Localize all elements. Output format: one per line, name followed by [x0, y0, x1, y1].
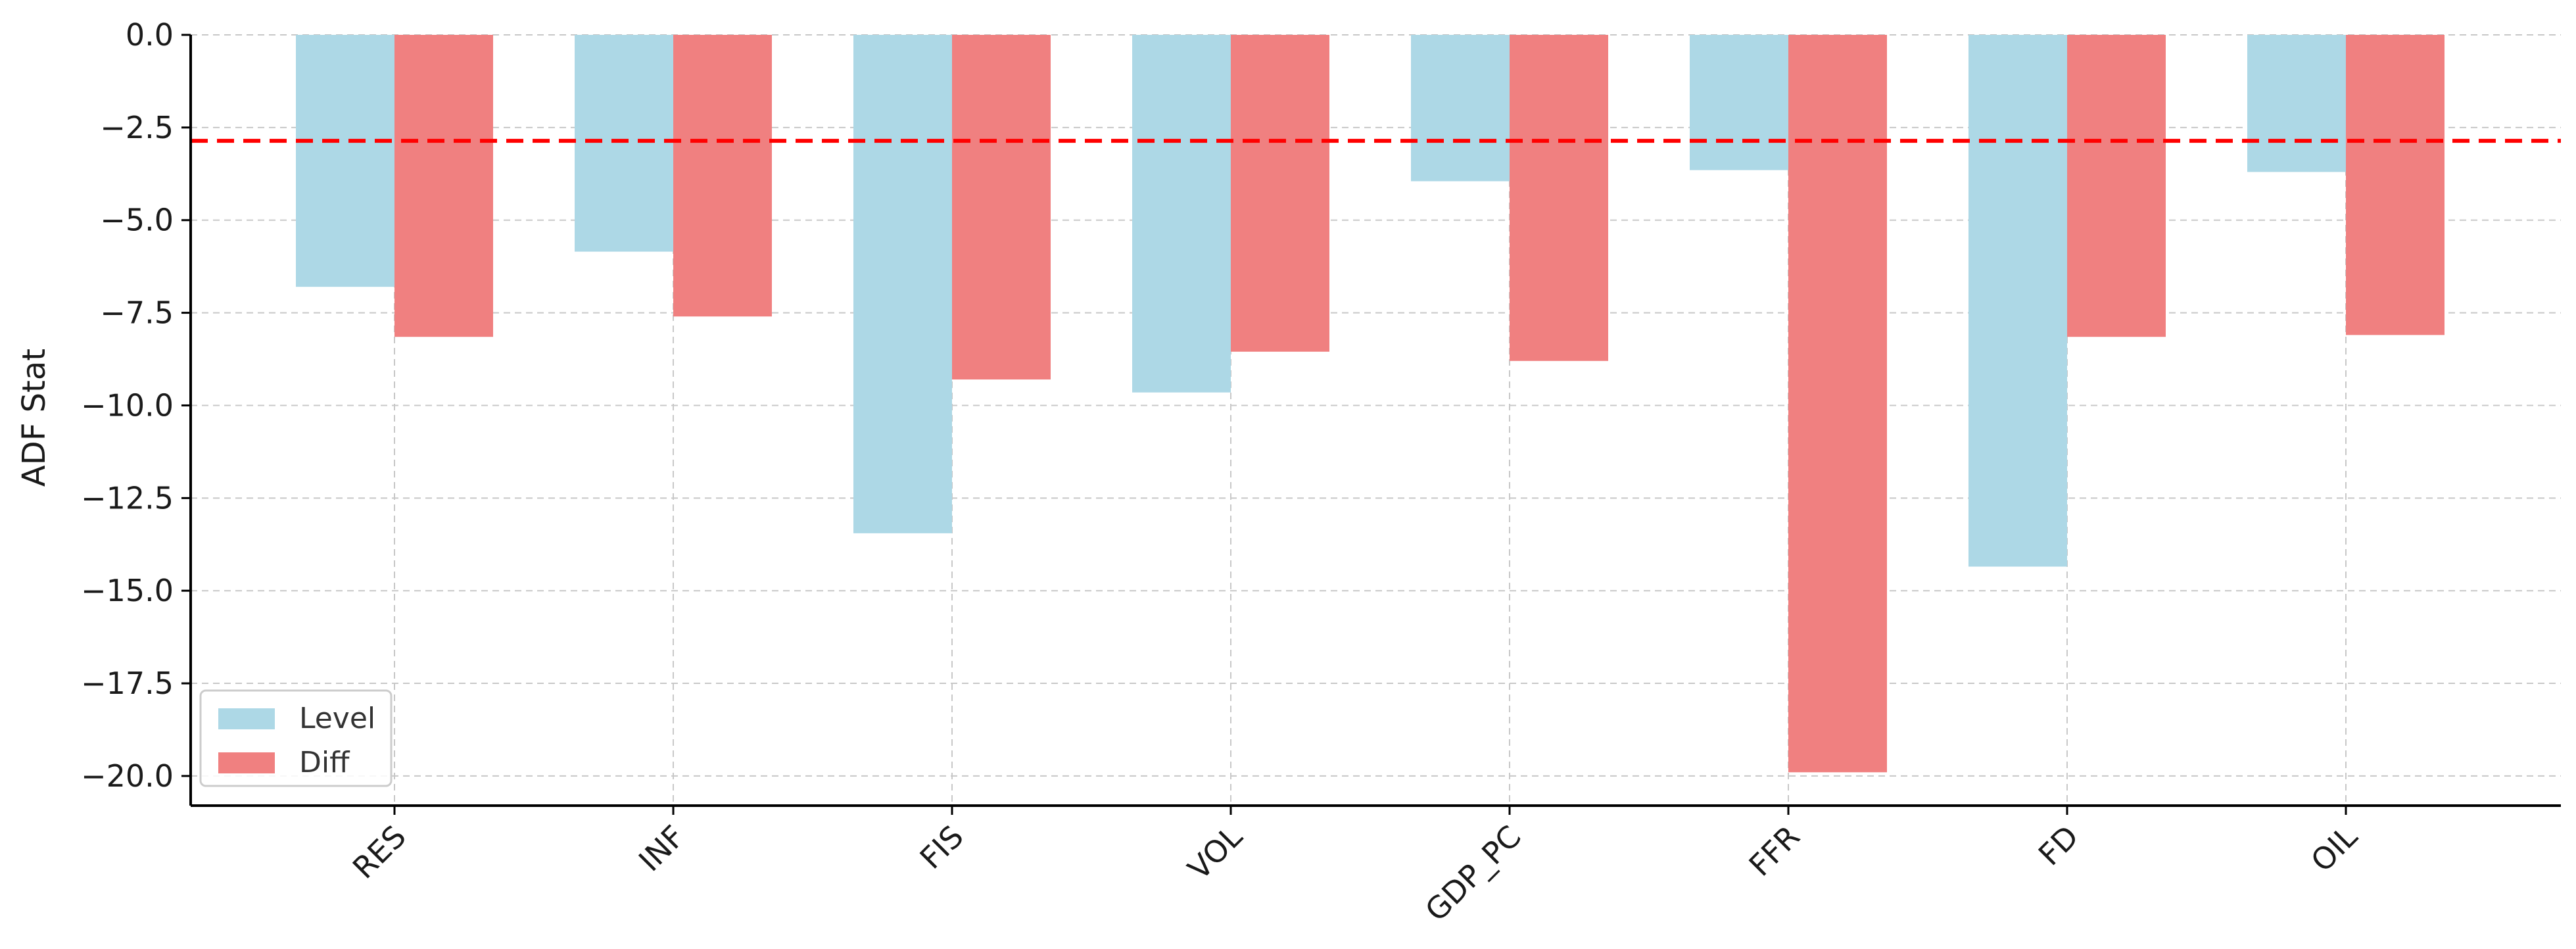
y-axis-label: ADF Stat — [16, 349, 53, 487]
x-tick-label: FD — [2032, 819, 2086, 873]
x-tick-label: FIS — [913, 819, 970, 876]
grid-lines — [191, 34, 2561, 806]
legend-swatch-diff — [218, 752, 275, 773]
legend-label-level: Level — [299, 702, 375, 735]
y-tick-label: −2.5 — [100, 110, 174, 145]
y-tick-label: −12.5 — [81, 480, 174, 516]
x-tick-label: GDP_PC — [1418, 819, 1528, 929]
y-tick-label: −15.0 — [81, 573, 174, 608]
bars — [296, 35, 2445, 773]
y-tick-label: −7.5 — [100, 295, 174, 331]
axes — [181, 34, 2561, 815]
legend: Level Diff — [199, 689, 393, 787]
y-tick-label: 0.0 — [126, 17, 174, 53]
bar-diff-vol — [1231, 35, 1329, 352]
bar-diff-res — [394, 35, 493, 337]
bar-diff-ffr — [1788, 35, 1887, 773]
bar-level-ffr — [1690, 35, 1788, 170]
bar-level-inf — [575, 35, 673, 252]
x-tick-label: RES — [346, 819, 413, 886]
bar-level-fis — [853, 35, 952, 533]
legend-swatch-level — [218, 708, 275, 729]
bar-level-res — [296, 35, 394, 287]
x-tick-label: VOL — [1181, 818, 1249, 887]
bar-diff-oil — [2346, 35, 2445, 335]
legend-label-diff: Diff — [299, 746, 350, 779]
y-tick-label: −17.5 — [81, 666, 174, 701]
bar-diff-gdp_pc — [1510, 35, 1608, 361]
bar-level-gdp_pc — [1411, 35, 1510, 182]
bar-level-fd — [1968, 35, 2067, 567]
y-tick-label: −20.0 — [81, 758, 174, 794]
x-tick-labels: RES INF FIS VOL GDP_PC FFR FD OIL — [346, 818, 2364, 928]
x-tick-label: INF — [632, 819, 692, 879]
y-tick-labels: 0.0 −2.5 −5.0 −7.5 −10.0 −12.5 −15.0 −17.5 −20.0 — [81, 17, 174, 794]
bar-diff-fd — [2067, 35, 2166, 337]
bar-level-oil — [2247, 35, 2346, 172]
bar-level-vol — [1132, 35, 1231, 393]
x-tick-label: OIL — [2304, 818, 2364, 879]
x-tick-label: FFR — [1742, 819, 1807, 883]
y-tick-label: −5.0 — [100, 203, 174, 238]
y-tick-label: −10.0 — [81, 387, 174, 423]
bar-diff-inf — [673, 35, 772, 317]
bar-diff-fis — [952, 35, 1051, 380]
